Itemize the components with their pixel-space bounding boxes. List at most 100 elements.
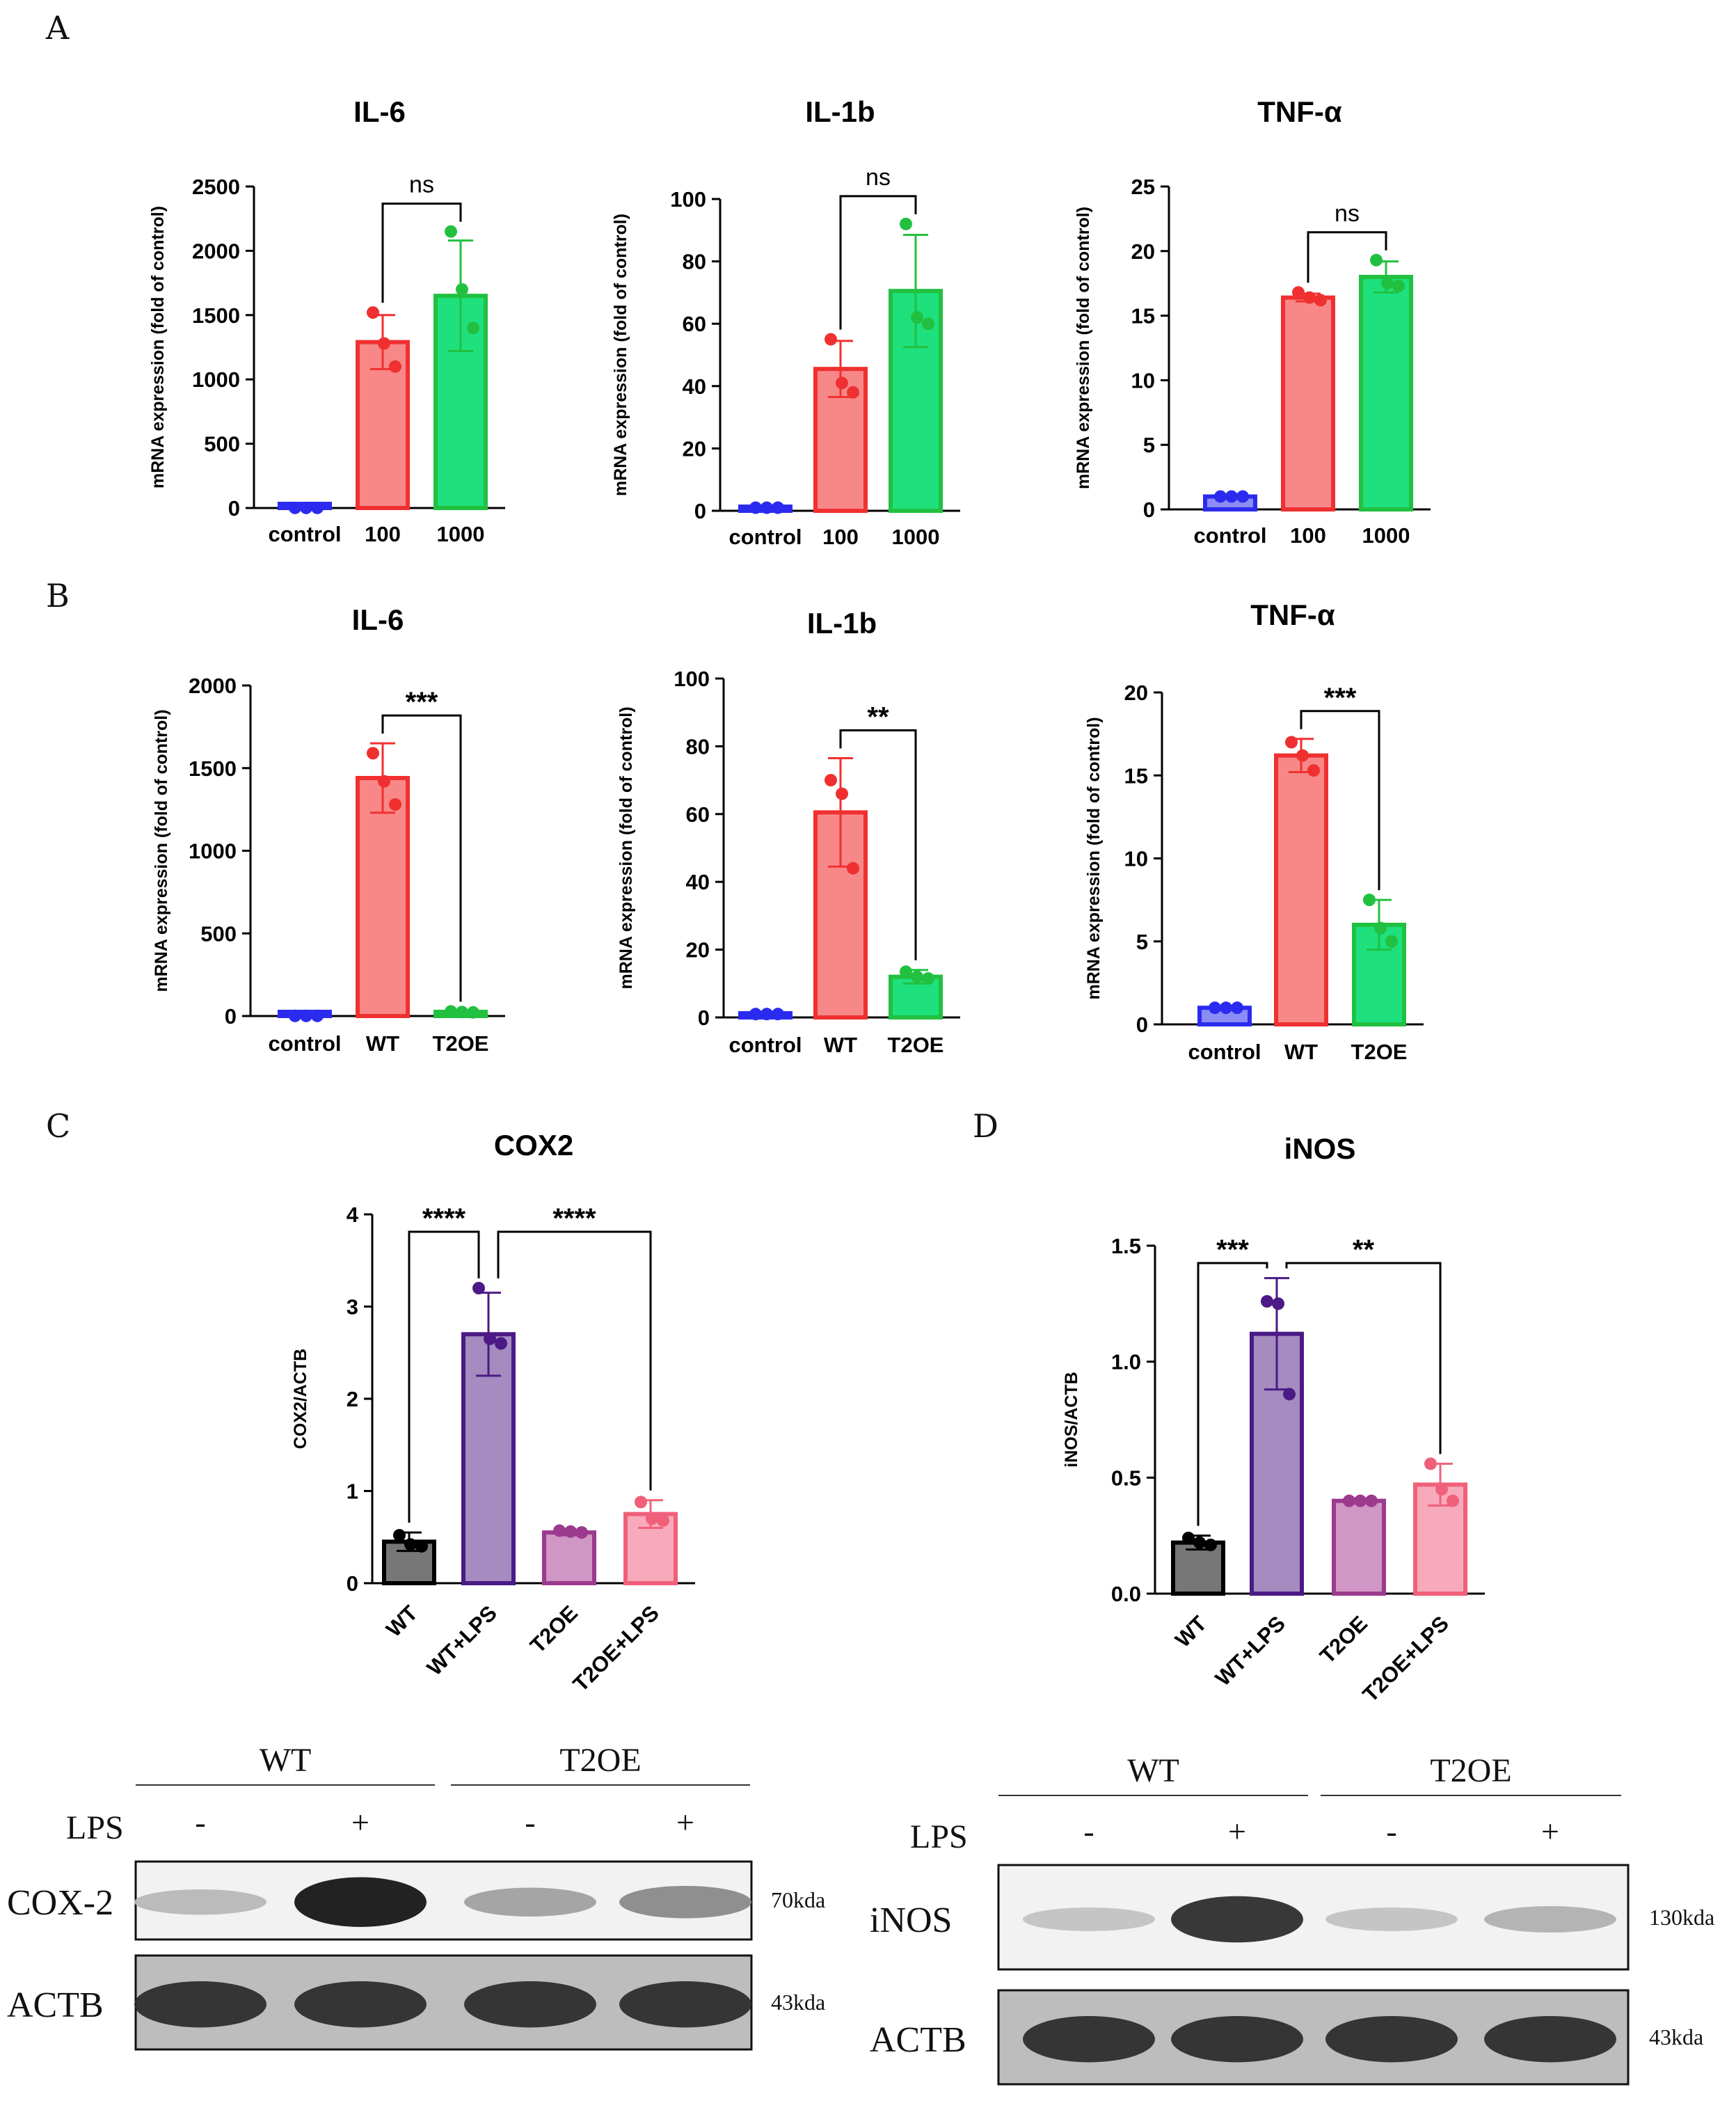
y-tick-label: 10 [1124,847,1148,871]
data-point [1354,1494,1367,1507]
y-tick-label: 0.5 [1111,1466,1141,1490]
blot-treatment-sign: - [1083,1814,1094,1849]
data-point [445,1005,457,1018]
x-tick-label: 100 [1290,523,1326,548]
chart-b2: IL-1b 0 20 40 60 80 100 mRNA expression (fold o… [616,607,960,1057]
significance-bracket [408,1230,480,1523]
chart-b1: IL-6 0 500 1000 1500 2000 mRNA expression (fol… [152,603,505,1056]
x-tick-label: WT+LPS [422,1601,502,1680]
significance-label: ns [1335,200,1360,227]
y-tick-label: 500 [200,921,237,946]
data-point [1424,1457,1437,1470]
data-point [749,1008,762,1021]
chart-a1: IL-6 0 500 1000 1500 2000 2500 mRNA expression … [148,95,505,546]
blot-band [134,1889,266,1915]
y-tick-label: 40 [686,870,710,894]
blot-treatment-sign: + [1228,1814,1246,1849]
y-tick-label: 100 [674,667,710,691]
data-point [1392,279,1405,292]
x-tick-label: WT+LPS [1211,1611,1290,1690]
data-point [289,1009,301,1022]
x-tick-label: T2OE [888,1033,944,1057]
blot-treatment-sign: + [676,1804,694,1840]
x-tick-label: 100 [822,525,859,549]
data-point [825,774,837,787]
data-point [1220,1001,1232,1015]
blot-group-label: T2OE [559,1742,641,1779]
significance-bracket [497,1230,652,1491]
western-blot-inos: WT T2OE LPS - + - + iNOS 130kda ACTB 43kda [870,1752,1714,2086]
panel-letter-c: C [46,1107,70,1145]
y-tick-label: 500 [204,432,240,457]
bar-100 [1281,295,1335,511]
blot-band [619,1885,751,1919]
data-point [1381,277,1394,290]
y-tick-label: 2000 [192,239,240,263]
y-tick-label: 1.0 [1111,1350,1141,1374]
y-tick-label: 1500 [189,756,237,781]
blot-row-label: iNOS [870,1901,952,1940]
blot-treatment-sign: - [1386,1814,1396,1849]
x-tick-label: WT [1170,1611,1211,1652]
y-tick-label: 5 [1143,433,1155,457]
data-point [1307,764,1320,777]
y-tick-label: 20 [686,938,710,962]
blot-band [294,1981,427,2028]
x-tick-label: 1000 [892,525,940,549]
x-tick-label: T2OE+LPS [568,1601,664,1696]
y-tick-label: 1.5 [1111,1234,1141,1258]
panel-letter-a: A [45,9,70,47]
y-axis-label: iNOS/ACTB [1062,1372,1081,1468]
blot-band [619,1981,751,2028]
x-tick-label: WT [366,1031,399,1056]
data-point [389,360,401,373]
data-point [456,283,468,296]
y-tick-label: 100 [670,187,706,212]
y-tick-label: 20 [683,436,706,461]
chart-title: IL-1b [805,95,875,128]
blot-band [1023,2015,1155,2063]
data-point [847,386,859,399]
data-point [472,1282,485,1294]
bar-t2oe [1332,1498,1386,1596]
blot-band [1484,2015,1616,2063]
data-point [900,217,912,230]
data-point [749,501,762,514]
data-point [311,501,324,514]
y-tick-label: 10 [1131,368,1155,392]
data-point [1303,291,1316,304]
blot-group-label: WT [1127,1752,1179,1789]
data-point [836,787,848,800]
data-point [367,747,379,760]
data-point [564,1525,577,1538]
y-tick-label: 20 [1124,681,1148,705]
chart-a2: IL-1b 0 20 40 60 80 100 mRNA expression (fold o… [611,95,960,549]
significance-label: ** [1353,1235,1375,1265]
data-point [1363,894,1376,907]
x-tick-label: 1000 [1362,523,1410,548]
data-point [1214,490,1227,503]
data-point [289,501,301,514]
data-point [635,1496,647,1509]
y-tick-label: 0 [698,1006,710,1030]
data-point [1296,749,1309,762]
data-point [922,317,934,331]
chart-a3: TNF-α 0 5 10 15 20 25 mRNA expression (fold of … [1074,95,1431,548]
blots-layer: WT T2OE LPS - + - + COX-2 70kda ACTB 43kda WT T2OE LP… [7,1742,1714,2086]
significance-label: ns [866,164,891,191]
x-tick-label: control [268,522,341,546]
blot-band [294,1877,427,1927]
data-point [467,1006,479,1019]
blot-treatment-sign: - [525,1804,535,1840]
data-point [646,1512,658,1525]
blot-band [464,1887,596,1917]
significance-label: *** [1324,683,1357,713]
significance-bracket [1197,1262,1268,1526]
blot-band [134,1981,266,2028]
bar-wt [1274,753,1328,1026]
data-point [761,501,773,514]
data-point [1209,1001,1221,1015]
data-point [311,1009,324,1022]
data-point [575,1526,588,1539]
